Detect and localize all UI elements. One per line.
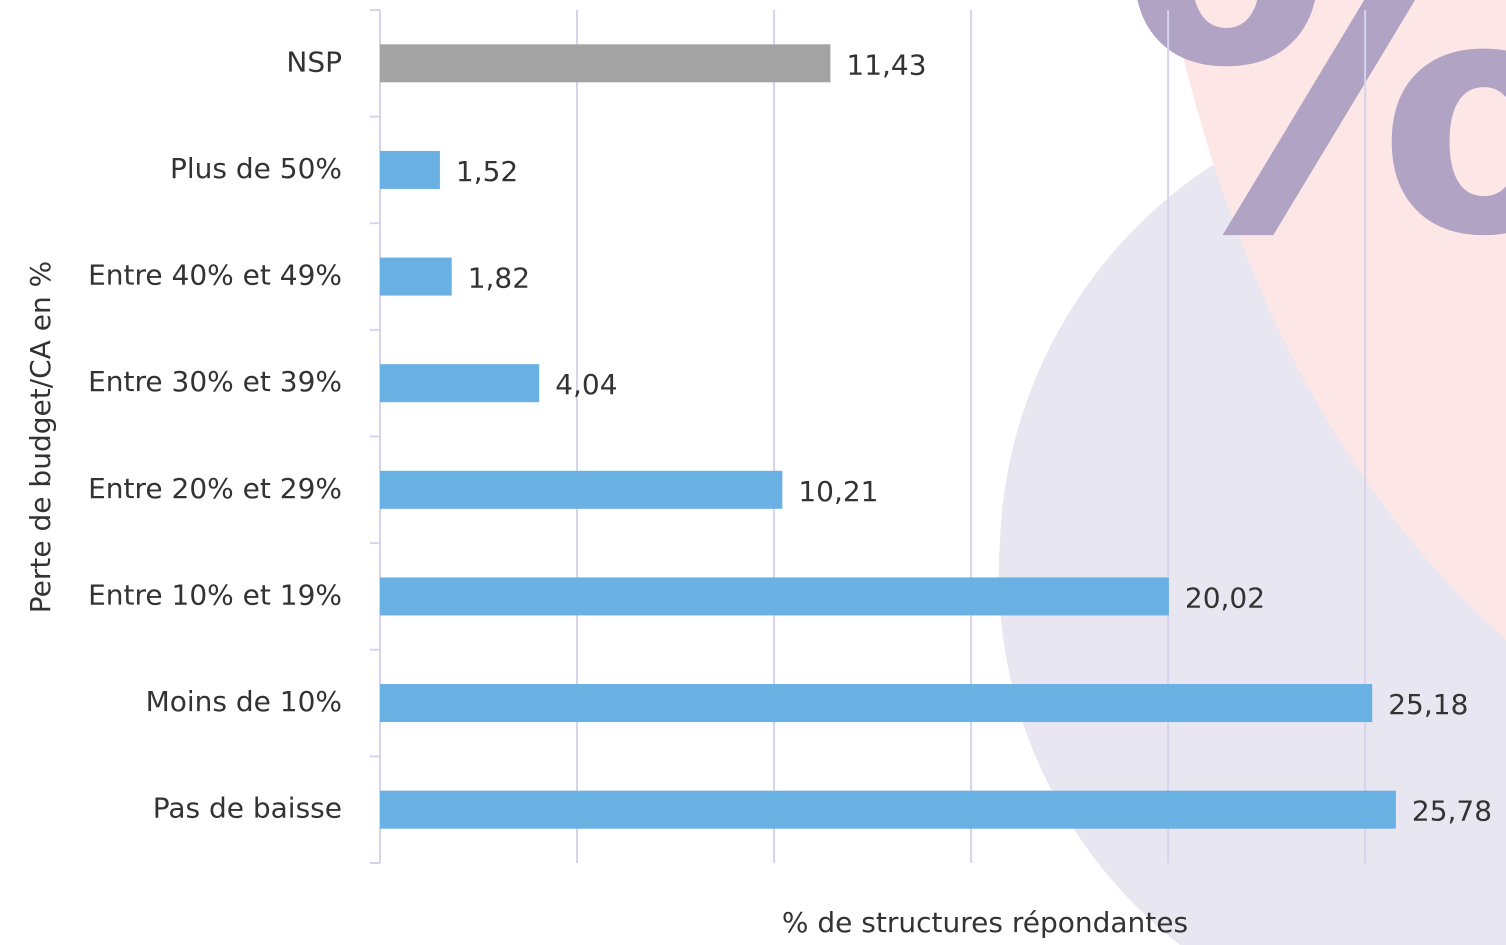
- category-label: Moins de 10%: [146, 685, 342, 718]
- category-label: Pas de baisse: [153, 792, 342, 825]
- category-label: NSP: [286, 45, 342, 78]
- chart: % Perte de budget/CA en % % de structure…: [0, 0, 1506, 945]
- bar: [380, 577, 1169, 615]
- value-label: 10,21: [798, 475, 878, 508]
- category-label: Entre 10% et 19%: [88, 578, 342, 611]
- bar: [380, 791, 1396, 829]
- value-label: 1,52: [456, 155, 518, 188]
- bar: [380, 471, 782, 509]
- value-label: 20,02: [1185, 581, 1265, 614]
- background-percent: %: [1120, 0, 1506, 340]
- value-label: 25,18: [1388, 688, 1468, 721]
- value-label: 4,04: [555, 368, 617, 401]
- value-label: 11,43: [846, 48, 926, 81]
- page: {"chart_data": {"type": "bar", "orientat…: [0, 0, 1506, 945]
- bar: [380, 258, 452, 296]
- category-label: Entre 30% et 39%: [88, 365, 342, 398]
- category-label: Entre 20% et 29%: [88, 472, 342, 505]
- bar: [380, 151, 440, 189]
- bar: [380, 684, 1372, 722]
- category-label: Entre 40% et 49%: [88, 259, 342, 292]
- value-label: 25,78: [1412, 795, 1492, 828]
- x-axis-label: % de structures répondantes: [782, 906, 1188, 939]
- value-label: 1,82: [468, 262, 530, 295]
- bar: [380, 364, 539, 402]
- bar: [380, 44, 830, 82]
- category-label: Plus de 50%: [170, 152, 342, 185]
- y-axis-label: Perte de budget/CA en %: [24, 261, 57, 613]
